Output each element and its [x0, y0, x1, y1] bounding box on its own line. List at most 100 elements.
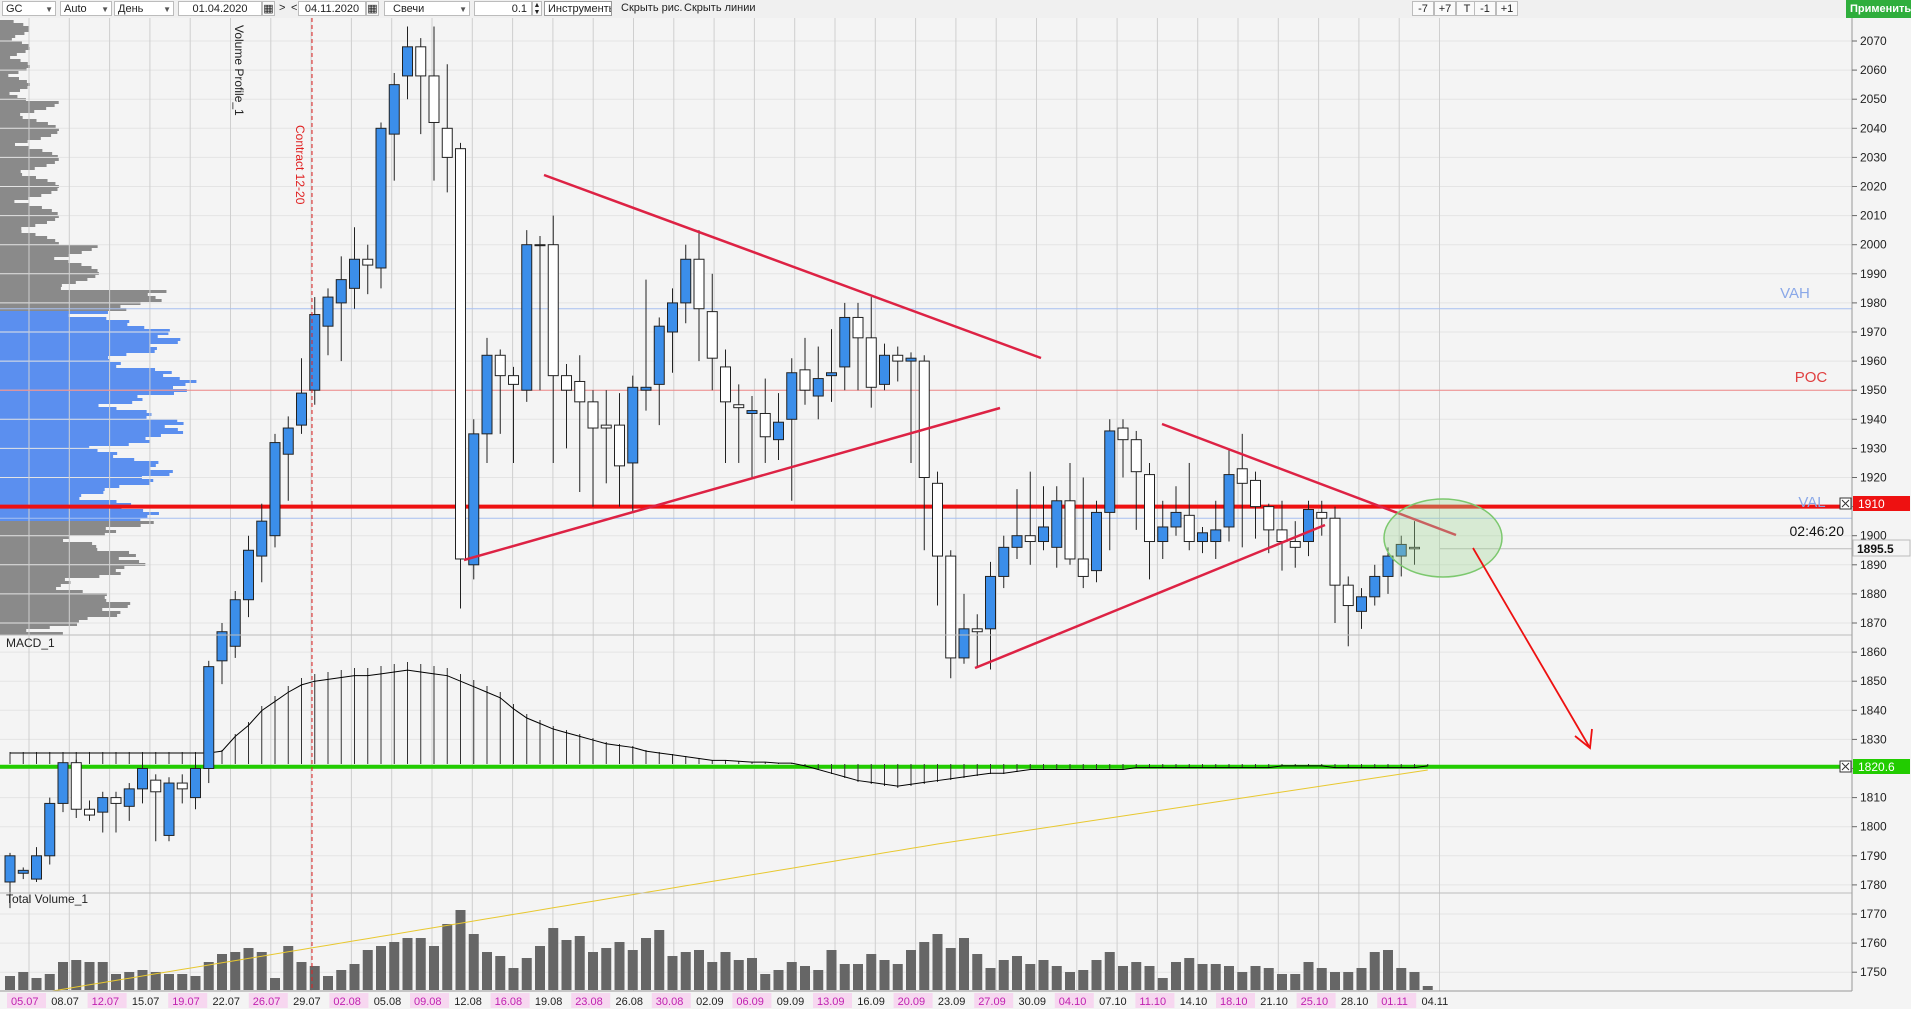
- candle: [1409, 521, 1420, 565]
- profile-bar: [0, 455, 114, 458]
- bear-candle-body: [1024, 535, 1036, 543]
- bear-candle-body: [508, 375, 519, 385]
- profile-bar: [0, 275, 96, 278]
- volume-bar: [415, 938, 426, 990]
- price-tick-label: 1980: [1860, 296, 1887, 310]
- bull-candle-body: [4, 855, 16, 883]
- volume-bar: [614, 942, 625, 990]
- candle: [402, 26, 413, 100]
- profile-bar: [0, 62, 28, 65]
- date-tick-label: 09.09: [777, 996, 805, 1008]
- profile-bar: [0, 344, 151, 347]
- profile-bar: [0, 374, 164, 377]
- profile-bar: [0, 80, 27, 83]
- bull-candle-body: [1038, 526, 1049, 543]
- period-select[interactable]: День ▼: [114, 1, 174, 16]
- calendar-icon[interactable]: ▦: [366, 1, 379, 16]
- mode-select[interactable]: Auto ▼: [60, 1, 112, 16]
- volume-bar: [1409, 972, 1420, 990]
- bear-candle-body: [918, 360, 930, 479]
- plus7-button[interactable]: +7: [1434, 1, 1456, 16]
- volume-bar: [508, 968, 519, 990]
- volume-bar: [495, 956, 506, 990]
- profile-bar: [0, 95, 18, 98]
- date-tick-label: 05.08: [374, 996, 402, 1008]
- bull-candle-body: [349, 258, 360, 289]
- next-button[interactable]: >: [279, 2, 286, 14]
- profile-bar: [0, 194, 42, 197]
- minus1-button[interactable]: -1: [1474, 1, 1496, 16]
- date-to-field[interactable]: 04.11.2020: [298, 1, 366, 16]
- date-tick-label: 29.07: [293, 996, 321, 1008]
- triangle-pattern-2[interactable]: [974, 422, 1457, 670]
- bull-candle-body: [1011, 535, 1023, 548]
- candle: [1038, 486, 1049, 551]
- price-chart[interactable]: Contract 12-20 Volume Profile_1 MACD_1 T…: [0, 18, 1911, 1009]
- macd-label: MACD_1: [6, 636, 55, 650]
- candle: [1316, 500, 1328, 536]
- symbol-select[interactable]: GC ▼: [2, 1, 56, 16]
- profile-bar: [0, 338, 181, 341]
- current-price-badge: [1852, 539, 1911, 557]
- volume-bar: [230, 952, 241, 990]
- bull-candle-body: [812, 378, 824, 397]
- candle: [998, 535, 1010, 589]
- arrow-shaft[interactable]: [1472, 547, 1591, 749]
- volume-bar: [747, 958, 757, 990]
- candle: [349, 227, 360, 309]
- date-tick-label: 22.07: [213, 996, 241, 1008]
- profile-bar: [0, 335, 158, 338]
- step-spinner[interactable]: ▲ ▼: [532, 1, 542, 16]
- profile-bar: [0, 308, 127, 311]
- level-1820-tag[interactable]: 1820.6: [1839, 759, 1910, 774]
- profile-bar: [0, 554, 136, 557]
- volume-bar: [839, 964, 850, 990]
- prev-button[interactable]: <: [291, 2, 298, 14]
- volume-bar: [932, 934, 943, 990]
- hide-lines-button[interactable]: Скрыть линии: [684, 2, 756, 14]
- apply-button[interactable]: Применить: [1846, 0, 1911, 18]
- profile-bar: [0, 50, 26, 53]
- profile-bar: [0, 395, 138, 398]
- bull-candle-body: [388, 84, 400, 135]
- candle: [110, 791, 122, 833]
- forecast-arrow[interactable]: [1472, 547, 1593, 750]
- candle: [1051, 486, 1063, 568]
- bull-candle-body: [203, 666, 215, 770]
- plus1-button[interactable]: +1: [1496, 1, 1518, 16]
- date-tick-label: 06.09: [736, 996, 764, 1008]
- date-highlight: [248, 993, 288, 1008]
- profile-bar: [0, 359, 110, 362]
- triangle-1-upper-line[interactable]: [543, 173, 1042, 360]
- date-highlight: [651, 993, 691, 1008]
- highlight-ellipse[interactable]: [1383, 498, 1503, 578]
- chart-type-select[interactable]: Свечи ▼: [384, 1, 470, 16]
- hide-drawings-button[interactable]: Скрыть рис.: [621, 2, 683, 14]
- profile-bar: [0, 500, 117, 503]
- today-button[interactable]: T: [1456, 1, 1478, 16]
- triangle-2-upper-line[interactable]: [1161, 422, 1457, 537]
- profile-bar: [0, 329, 170, 332]
- profile-bar: [0, 236, 48, 239]
- date-axis[interactable]: 05.07 08.07 12.07 15.07 19.07 22.07 26.07 29.07…: [0, 990, 1911, 1009]
- instruments-button[interactable]: Инструменты: [544, 1, 612, 16]
- candle: [693, 230, 705, 362]
- triangle-pattern-1[interactable]: [463, 173, 1042, 562]
- date-highlight: [7, 993, 46, 1008]
- calendar-icon[interactable]: ▦: [262, 1, 275, 16]
- price-tick-label: 2020: [1860, 180, 1887, 194]
- profile-bar: [0, 590, 83, 593]
- candle: [521, 230, 533, 402]
- minus7-button[interactable]: -7: [1412, 1, 1434, 16]
- level-1910-tag[interactable]: 1910: [1839, 496, 1910, 511]
- candle: [614, 393, 625, 507]
- candle: [44, 797, 56, 865]
- step-field[interactable]: 0.1: [474, 1, 532, 16]
- triangle-1-lower-line[interactable]: [463, 406, 1001, 562]
- profile-bar: [0, 551, 130, 554]
- profile-bar: [0, 245, 98, 248]
- triangle-2-lower-line[interactable]: [974, 523, 1326, 670]
- bull-candle-body: [282, 427, 294, 455]
- date-from-field[interactable]: 01.04.2020: [178, 1, 262, 16]
- candle: [879, 343, 890, 391]
